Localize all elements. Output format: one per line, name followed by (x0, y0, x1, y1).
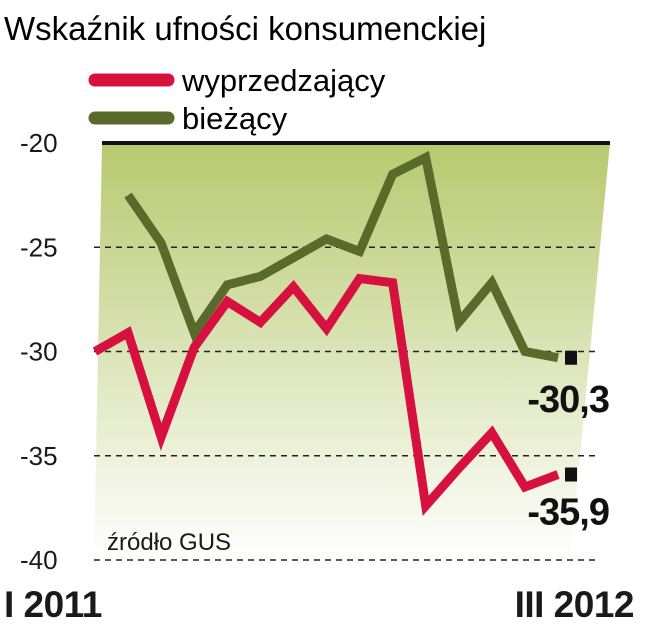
legend: wyprzedzający bieżący (88, 63, 386, 136)
y-axis-ticks: -20 -25 -30 -35 -40 (20, 128, 58, 575)
end-value-label-current: -30,3 (527, 379, 609, 421)
source-note: źródło GUS (107, 529, 231, 556)
y-tick-label: -20 (20, 128, 58, 158)
series-lines (92, 150, 560, 517)
end-marker-forecast (565, 467, 577, 482)
y-tick-label: -40 (20, 545, 58, 575)
x-tick-label-start: I 2011 (4, 584, 102, 625)
chart-title: Wskaźnik ufności konsumenckiej (4, 10, 486, 47)
legend-label-forecast: wyprzedzający (181, 63, 386, 98)
y-tick-label: -30 (20, 337, 58, 367)
series-line-current (124, 150, 559, 363)
end-value-label-forecast: -35,9 (527, 492, 609, 534)
legend-label-current: bieżący (182, 101, 288, 136)
series-end-labels: -35,9 -30,3 (527, 350, 610, 534)
x-tick-label-end: III 2012 (515, 584, 634, 625)
gridlines (94, 141, 610, 561)
end-marker-current (565, 350, 577, 365)
y-tick-label: -25 (20, 232, 58, 262)
y-tick-label: -35 (20, 441, 58, 471)
